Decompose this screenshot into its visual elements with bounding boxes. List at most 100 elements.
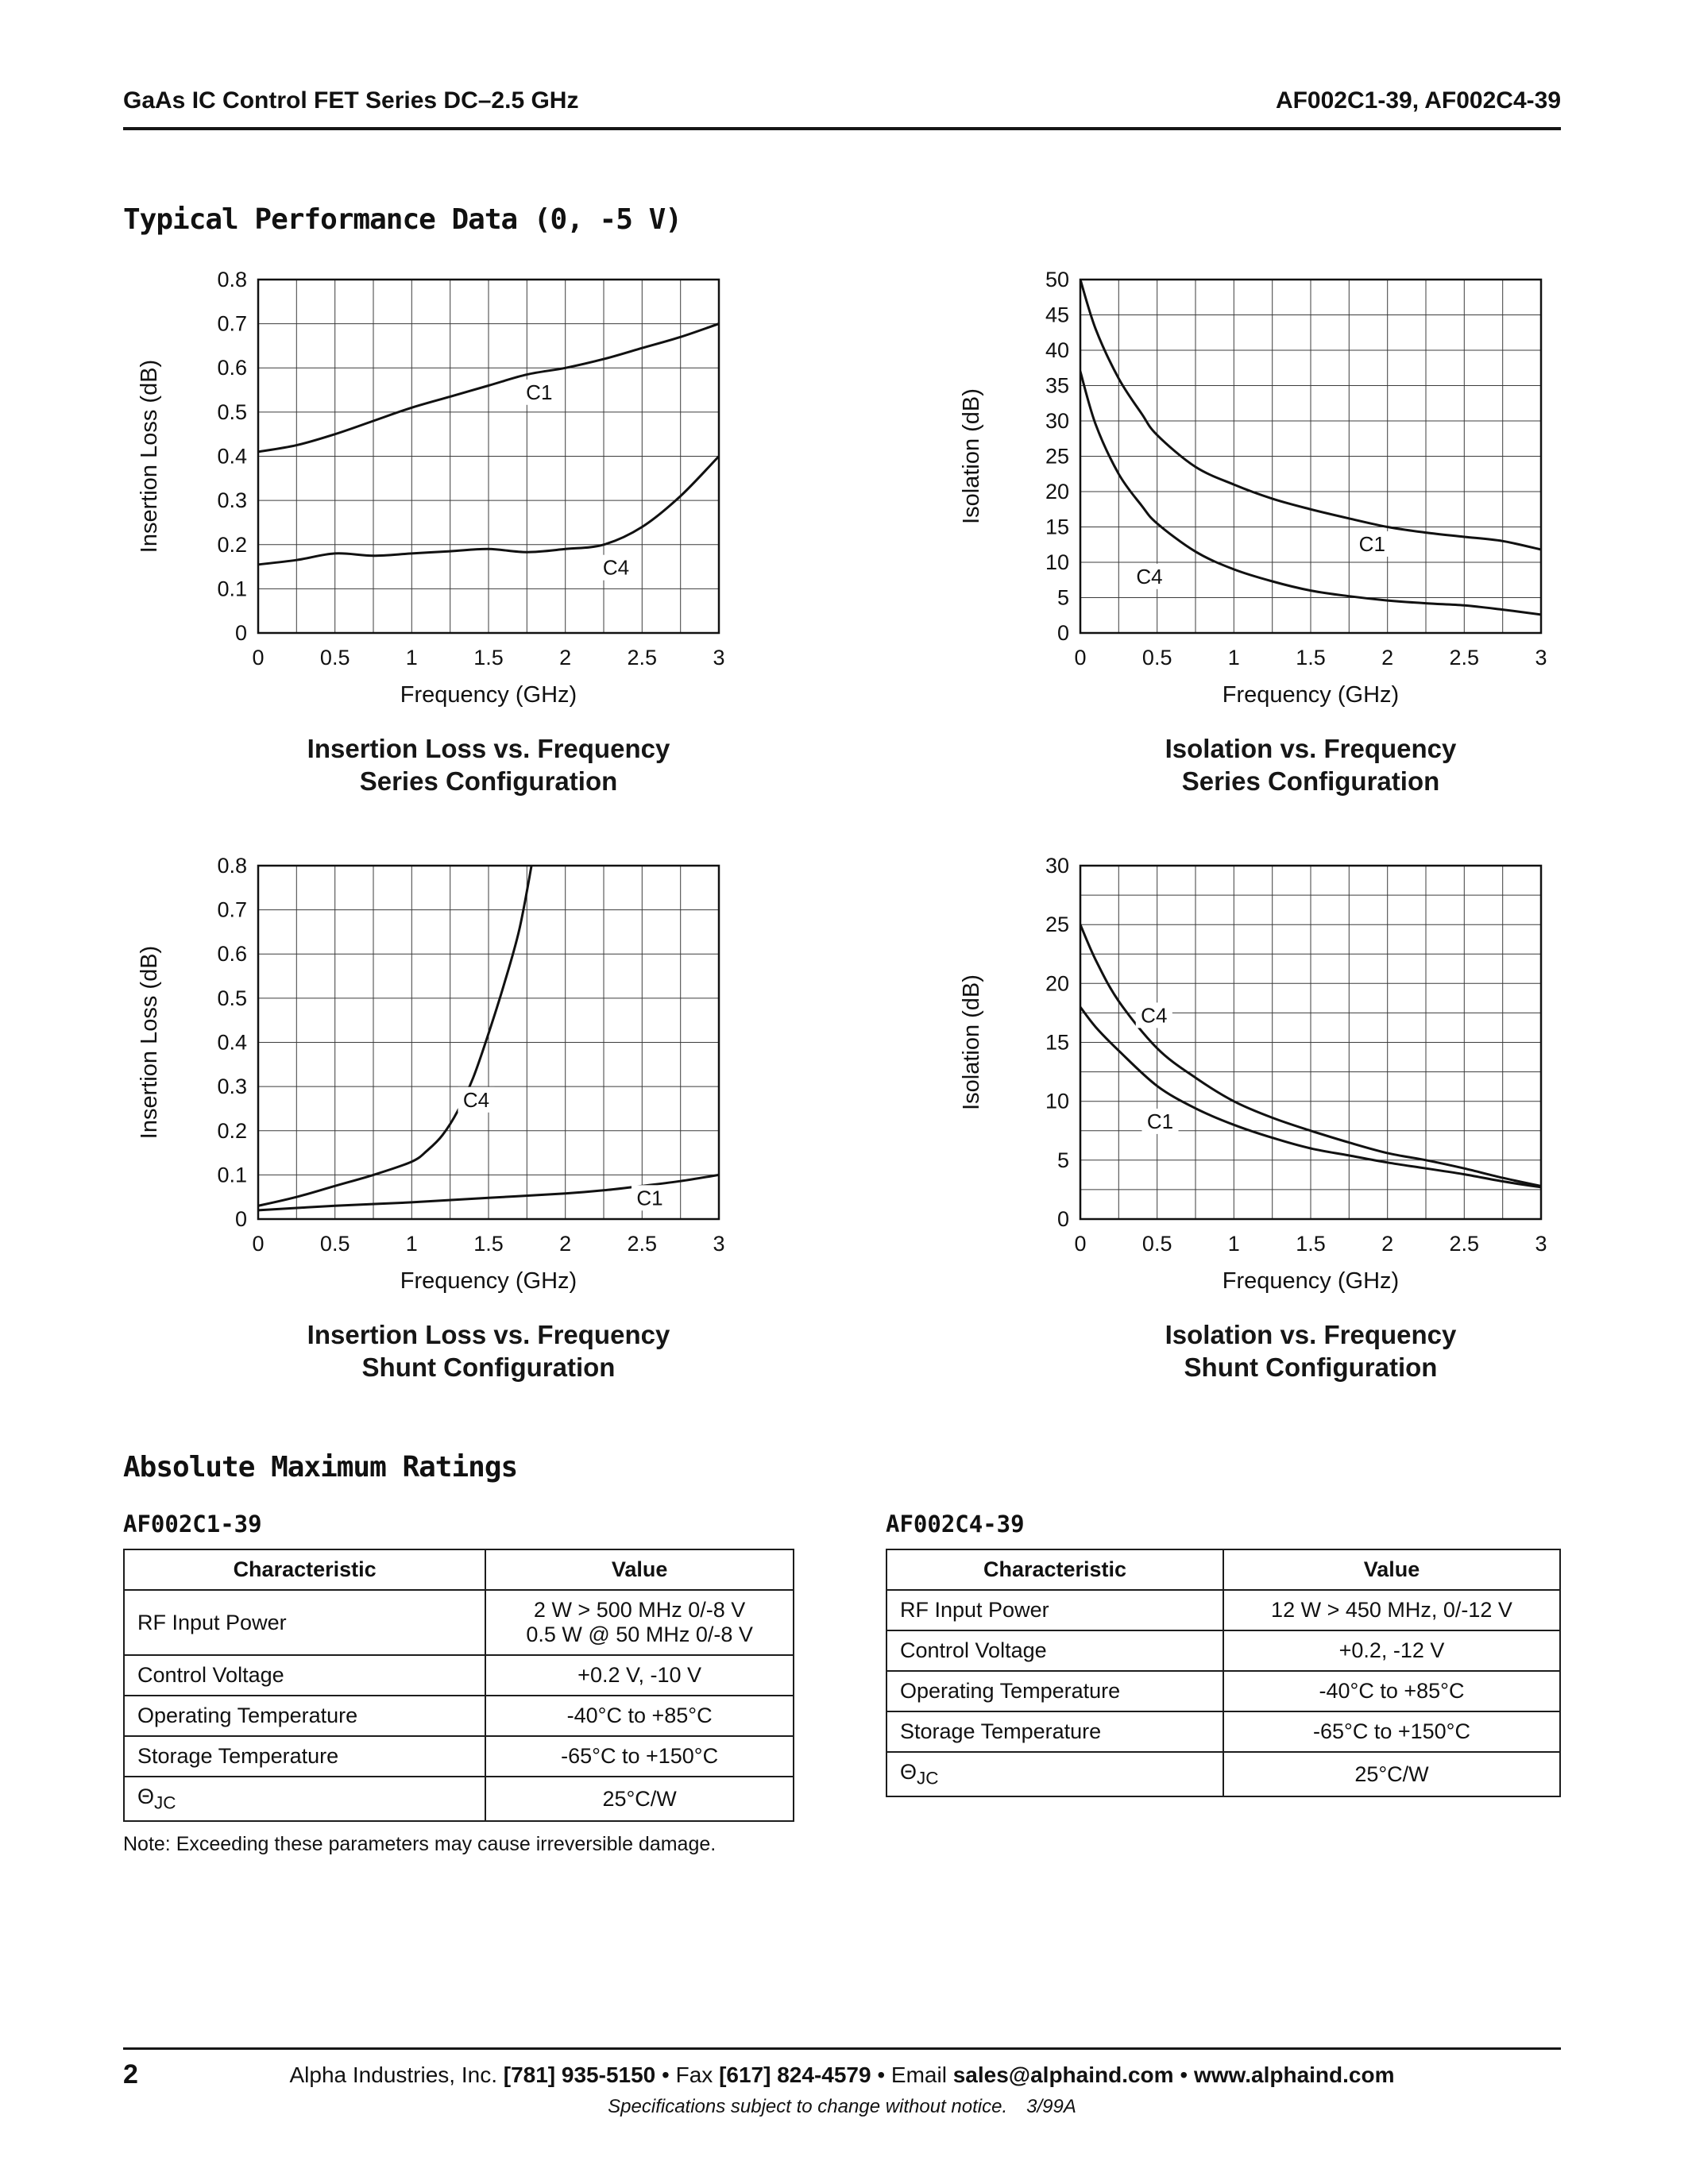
svg-text:2.5: 2.5 xyxy=(628,1232,658,1256)
svg-text:0: 0 xyxy=(235,621,247,645)
footer-contact-line: Alpha Industries, Inc. [781] 935-5150 • … xyxy=(123,2062,1561,2088)
characteristic-cell: ΘJC xyxy=(886,1750,1224,1798)
characteristic-cell: Control Voltage xyxy=(886,1630,1224,1672)
svg-text:30: 30 xyxy=(1045,854,1069,878)
chart-caption-line1: Insertion Loss vs. Frequency xyxy=(307,734,670,763)
column-header-characteristic: Characteristic xyxy=(886,1549,1224,1591)
series-curve-C4 xyxy=(258,455,719,566)
table-row: Control Voltage +0.2 V, -10 V xyxy=(122,1654,794,1696)
chart-caption: Isolation vs. Frequency Shunt Configurat… xyxy=(1080,1318,1541,1384)
chart-insertion-loss-series: 0 0.5 1 1.5 2 2.5 3 0 0.1 0.2 0.3 0.4 0.5 0.6 0.7 0.8 Fr… xyxy=(137,268,725,708)
section-title-absolute-maximum-ratings: Absolute Maximum Ratings xyxy=(123,1451,518,1484)
svg-text:0.4: 0.4 xyxy=(217,1030,247,1054)
y-axis-label: Insertion Loss (dB) xyxy=(137,360,162,553)
ratings-column-af002c4: AF002C4-39 Characteristic Value RF Input… xyxy=(886,1511,1561,1798)
footer-contact-bold: www.alphaind.com xyxy=(1193,2062,1395,2087)
svg-text:25: 25 xyxy=(1045,445,1069,469)
charts-grid: 0 0.5 1 1.5 2 2.5 3 0 0.1 0.2 0.3 0.4 0.5 0.6 0.7 0.8 Fr… xyxy=(123,268,1561,1383)
svg-text:3: 3 xyxy=(1535,646,1547,669)
table-header-row: Characteristic Value xyxy=(122,1549,794,1591)
chart-caption-line1: Isolation vs. Frequency xyxy=(1165,734,1457,763)
svg-text:2: 2 xyxy=(559,646,571,669)
footer-disclaimer-text: Specifications subject to change without… xyxy=(608,2096,1008,2117)
svg-text:0.5: 0.5 xyxy=(1142,1232,1172,1256)
svg-text:0: 0 xyxy=(1074,1232,1086,1256)
header-part-numbers: AF002C1-39, AF002C4-39 xyxy=(1275,87,1561,114)
chart-caption-line1: Isolation vs. Frequency xyxy=(1165,1319,1457,1349)
chart-caption-line1: Insertion Loss vs. Frequency xyxy=(307,1319,670,1349)
value-cell: 25°C/W xyxy=(1223,1750,1561,1798)
plot-border xyxy=(1079,864,1543,1220)
svg-text:C4: C4 xyxy=(1141,1003,1167,1027)
series-label-C4: C4 xyxy=(597,554,635,581)
characteristic-cell: Storage Temperature xyxy=(122,1735,487,1777)
svg-text:C1: C1 xyxy=(1359,532,1385,556)
characteristic-cell: Storage Temperature xyxy=(886,1711,1224,1753)
y-axis-label: Isolation (dB) xyxy=(959,388,984,524)
svg-text:C1: C1 xyxy=(526,380,552,404)
table-part-label: AF002C4-39 xyxy=(886,1511,1025,1538)
footer-contact-bold: sales@alphaind.com xyxy=(952,2062,1174,2087)
table-row: Control Voltage +0.2, -12 V xyxy=(886,1630,1561,1672)
value-cell: +0.2, -12 V xyxy=(1223,1630,1561,1672)
svg-text:0.4: 0.4 xyxy=(217,445,247,469)
ratings-column-af002c1: AF002C1-39 Characteristic Value RF Input… xyxy=(122,1511,794,1856)
svg-text:0.5: 0.5 xyxy=(320,646,350,669)
svg-text:C1: C1 xyxy=(1147,1109,1173,1133)
chart-caption: Insertion Loss vs. Frequency Shunt Confi… xyxy=(258,1318,719,1384)
svg-text:0.3: 0.3 xyxy=(217,488,247,512)
series-curve-C4 xyxy=(258,865,533,1207)
table-row: Operating Temperature -40°C to +85°C xyxy=(122,1695,794,1737)
svg-text:C4: C4 xyxy=(463,1087,489,1111)
tick-labels: 0 0.5 1 1.5 2 2.5 3 0 0.1 0.2 0.3 0.4 0.5 0.6 0.7 0.8 xyxy=(217,854,724,1256)
chart-isolation-series: 0 0.5 1 1.5 2 2.5 305101520253035404550Frequen… xyxy=(959,268,1547,708)
table-row: ΘJC 25°C/W xyxy=(886,1750,1561,1798)
grid-lines xyxy=(1080,865,1541,1219)
svg-text:1: 1 xyxy=(1228,1232,1240,1256)
header-series-title: GaAs IC Control FET Series DC–2.5 GHz xyxy=(123,87,579,114)
characteristic-cell: Operating Temperature xyxy=(886,1670,1224,1712)
svg-text:45: 45 xyxy=(1045,303,1069,327)
y-axis-label: Insertion Loss (dB) xyxy=(137,945,162,1138)
series-curve-C1 xyxy=(258,1173,719,1211)
ratings-tables-grid: AF002C1-39 Characteristic Value RF Input… xyxy=(122,1511,1561,1856)
grid-lines xyxy=(258,865,719,1219)
series-curve-C1 xyxy=(258,322,719,453)
svg-text:1.5: 1.5 xyxy=(473,646,504,669)
svg-text:0.5: 0.5 xyxy=(1142,646,1172,669)
value-cell: 12 W > 450 MHz, 0/-12 V xyxy=(1223,1589,1561,1631)
characteristic-cell: RF Input Power xyxy=(886,1589,1224,1631)
series-curve-C4 xyxy=(1080,370,1541,616)
svg-text:2: 2 xyxy=(559,1232,571,1256)
svg-text:2.5: 2.5 xyxy=(1450,1232,1480,1256)
svg-text:0.2: 0.2 xyxy=(217,533,247,557)
svg-text:5: 5 xyxy=(1057,586,1069,610)
x-axis-label: Frequency (GHz) xyxy=(400,1268,577,1294)
chart-insertion-loss-shunt: 0 0.5 1 1.5 2 2.5 3 0 0.1 0.2 0.3 0.4 0.5 0.6 0.7 0.8 Fr… xyxy=(137,854,725,1294)
svg-text:0.5: 0.5 xyxy=(217,400,247,424)
footer-contact-text: • Email xyxy=(871,2062,953,2087)
x-axis-label: Frequency (GHz) xyxy=(1223,1268,1399,1294)
svg-text:0.5: 0.5 xyxy=(217,986,247,1009)
svg-text:1: 1 xyxy=(406,646,418,669)
svg-text:30: 30 xyxy=(1045,409,1069,433)
svg-text:0.6: 0.6 xyxy=(217,942,247,966)
page-number: 2 xyxy=(123,2059,138,2089)
series-label-C1: C1 xyxy=(1354,531,1391,557)
chart-caption-line2: Shunt Configuration xyxy=(361,1352,616,1382)
svg-text:1.5: 1.5 xyxy=(473,1232,504,1256)
chart-block-isolation-series: 0 0.5 1 1.5 2 2.5 3 0 5 10 15 20 25 30 35 40 45 50 Frequen… xyxy=(945,268,1561,798)
svg-text:1.5: 1.5 xyxy=(1296,1232,1326,1256)
series-curve-C1 xyxy=(1080,1005,1541,1188)
ratings-table-af002c4: Characteristic Value RF Input Power 12 W … xyxy=(886,1549,1561,1798)
svg-text:1: 1 xyxy=(406,1232,418,1256)
svg-text:C1: C1 xyxy=(636,1186,662,1210)
footer-contact-text: • Fax xyxy=(655,2062,720,2087)
chart-caption-line2: Series Configuration xyxy=(359,766,618,797)
value-cell: 25°C/W xyxy=(485,1775,794,1823)
series-curve-C1 xyxy=(1080,280,1541,551)
value-cell: -40°C to +85°C xyxy=(485,1695,794,1737)
